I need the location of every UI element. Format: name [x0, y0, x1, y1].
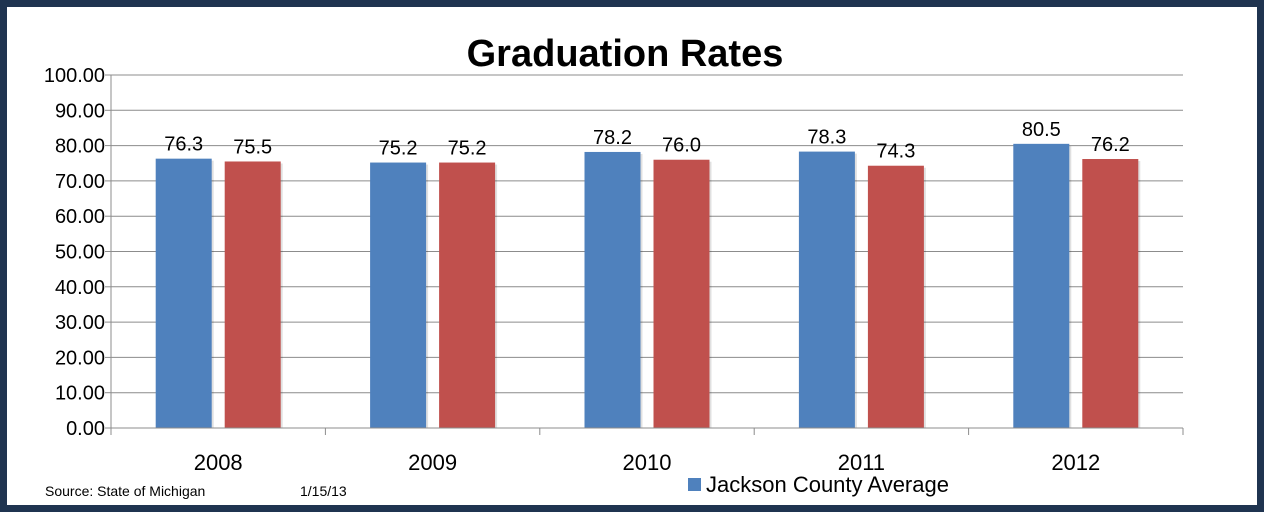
x-tick-label: 2012 [1051, 450, 1100, 475]
data-label: 75.2 [448, 138, 487, 160]
legend: Jackson County Average [688, 472, 949, 497]
bar-series-a [370, 162, 427, 428]
date-note: 1/15/13 [300, 483, 347, 499]
bar-series-a [155, 158, 212, 428]
x-tick-label: 2009 [408, 450, 457, 475]
bars [155, 143, 1141, 429]
x-tick-label: 2010 [623, 450, 672, 475]
data-label: 75.2 [379, 138, 418, 160]
data-label: 78.3 [807, 127, 846, 149]
x-tick-label: 2008 [194, 450, 243, 475]
bar-series-a [798, 151, 855, 428]
bar-series-a [584, 151, 641, 429]
y-tick-label: 50.00 [55, 242, 105, 264]
source-note: Source: State of Michigan [45, 483, 205, 499]
bar-series-b [224, 161, 281, 429]
bar-series-b [1082, 159, 1139, 428]
chart-title: Graduation Rates [467, 33, 784, 75]
data-label: 78.2 [593, 127, 632, 149]
data-label: 74.3 [876, 141, 915, 163]
y-tick-label: 80.00 [55, 136, 105, 158]
data-label: 76.0 [662, 135, 701, 157]
data-label: 80.5 [1022, 119, 1061, 141]
data-label: 76.3 [164, 134, 203, 156]
y-tick-label: 0.00 [66, 418, 105, 440]
bar-series-b [653, 159, 710, 428]
data-labels: 76.3 75.5 75.2 75.2 78.2 76.0 78.3 74.3 80.5 76.2 [164, 119, 1130, 163]
data-label: 76.2 [1091, 134, 1130, 156]
axes: 0.00 10.00 20.00 30.00 40.00 50.00 60.00 70.00 8… [44, 65, 1184, 475]
y-tick-label: 100.00 [44, 65, 105, 87]
data-label: 75.5 [233, 136, 272, 158]
y-tick-label: 60.00 [55, 206, 105, 228]
legend-label: Jackson County Average [706, 472, 949, 497]
bar-series-b [867, 165, 924, 428]
y-tick-label: 70.00 [55, 171, 105, 193]
bar-series-a [1013, 143, 1070, 428]
legend-swatch [688, 478, 701, 491]
y-tick-label: 40.00 [55, 277, 105, 299]
y-tick-label: 90.00 [55, 100, 105, 122]
y-tick-label: 20.00 [55, 347, 105, 369]
y-tick-label: 30.00 [55, 312, 105, 334]
y-tick-label: 10.00 [55, 383, 105, 405]
bar-series-b [439, 162, 496, 428]
x-tick-label: 2011 [838, 450, 885, 475]
